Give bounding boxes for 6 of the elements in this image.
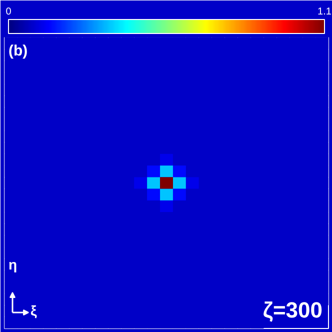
annotation: η [8, 256, 18, 272]
color-bar-label: 1.1 [318, 6, 332, 18]
annotation: ξ [30, 302, 38, 318]
annotation: ζ=300 [262, 298, 323, 322]
color-bar-label: 0 [6, 6, 12, 18]
annotation: (b) [8, 42, 28, 60]
